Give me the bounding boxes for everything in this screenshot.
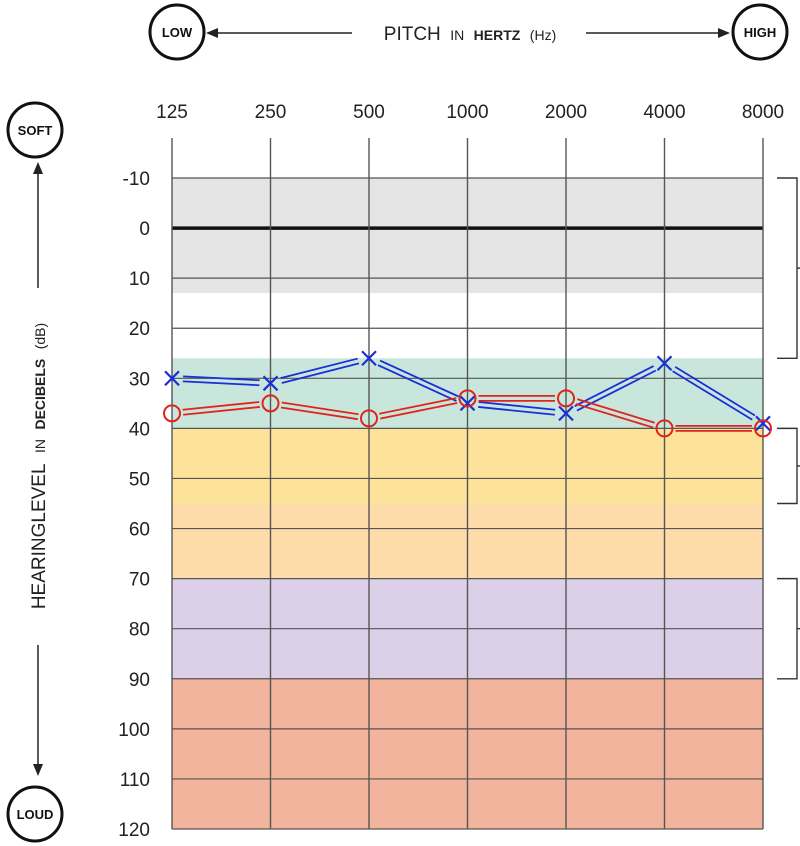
hearing-title-unit: (dB) bbox=[32, 323, 48, 349]
y-tick-label: 100 bbox=[118, 720, 150, 741]
hearing-arrow-bottom-head bbox=[33, 764, 43, 776]
x-marker bbox=[262, 375, 279, 392]
y-tick-label: 60 bbox=[129, 520, 150, 541]
range-bracket-2 bbox=[777, 577, 798, 680]
x-tick-label: 2000 bbox=[545, 102, 587, 123]
x-tick-label: 250 bbox=[255, 102, 287, 123]
o-series-segment bbox=[675, 424, 752, 432]
y-tick-labels: -10 0 10 20 30 40 50 60 70 80 90 100 110 120 bbox=[118, 169, 150, 841]
pitch-title-main: PITCH bbox=[384, 24, 441, 45]
high-pill bbox=[731, 3, 789, 61]
soft-pill bbox=[6, 101, 64, 159]
y-tick-label: 20 bbox=[129, 319, 150, 340]
soft-label: SOFT bbox=[18, 123, 53, 138]
x-marker bbox=[558, 405, 574, 422]
o-marker bbox=[557, 389, 575, 408]
x-marker bbox=[361, 350, 377, 367]
x-series-segment bbox=[672, 366, 756, 421]
hearing-title-bold: DECIBELS bbox=[32, 359, 48, 430]
y-tick-label: 120 bbox=[118, 820, 150, 841]
x-tick-label: 125 bbox=[156, 102, 188, 123]
o-marker bbox=[360, 409, 378, 428]
x-tick-label: 500 bbox=[353, 102, 385, 123]
pitch-arrow-right-head bbox=[718, 28, 730, 38]
o-marker bbox=[655, 419, 674, 438]
x-series-segment bbox=[280, 357, 360, 384]
o-marker bbox=[754, 419, 772, 438]
y-tick-label: 0 bbox=[139, 219, 150, 240]
low-label: LOW bbox=[162, 25, 193, 40]
pitch-title-bold: HERTZ bbox=[474, 27, 521, 43]
high-label: HIGH bbox=[744, 25, 777, 40]
hearing-axis-title: HEARINGLEVEL IN DECIBELS (dB) bbox=[29, 323, 50, 609]
pitch-title-unit: (Hz) bbox=[530, 27, 556, 43]
loud-label: LOUD bbox=[17, 807, 54, 822]
x-tick-label: 8000 bbox=[742, 102, 784, 123]
x-series-segment bbox=[478, 401, 556, 416]
x-tick-label: 4000 bbox=[643, 102, 685, 123]
grid-lines bbox=[171, 138, 764, 830]
range-bracket-1 bbox=[777, 427, 798, 505]
y-tick-label: -10 bbox=[123, 169, 150, 190]
hearing-arrow-top-head bbox=[33, 162, 43, 174]
y-tick-label: 110 bbox=[120, 770, 150, 791]
pitch-axis-title: PITCH IN HERTZ (Hz) bbox=[384, 24, 556, 45]
o-series-segment bbox=[280, 401, 359, 421]
o-marker bbox=[261, 394, 280, 413]
loud-pill bbox=[6, 785, 64, 843]
x-tick-label: 1000 bbox=[446, 102, 488, 123]
y-tick-label: 70 bbox=[129, 570, 150, 591]
o-series-segment bbox=[182, 401, 260, 416]
pitch-arrow-left-head bbox=[206, 28, 218, 38]
x-tick-labels: 125 250 500 1000 2000 4000 8000 bbox=[156, 102, 784, 123]
hearing-axis-header: SOFT LOUD HEARINGLEVEL IN DECIBELS (dB) bbox=[6, 101, 64, 843]
x-series-segment bbox=[182, 375, 260, 387]
x-series-segment bbox=[377, 359, 459, 402]
y-tick-label: 10 bbox=[129, 269, 150, 290]
low-pill bbox=[148, 3, 206, 61]
y-tick-label: 80 bbox=[129, 620, 150, 641]
o-marker bbox=[458, 389, 477, 408]
range-bracket-0 bbox=[777, 177, 798, 359]
x-marker bbox=[656, 355, 673, 372]
o-marker bbox=[163, 404, 181, 423]
x-marker bbox=[164, 370, 180, 387]
side-brackets bbox=[777, 177, 800, 680]
hearing-title-in: IN bbox=[32, 439, 48, 453]
y-tick-label: 30 bbox=[129, 369, 150, 390]
y-tick-label: 50 bbox=[129, 469, 150, 490]
hearing-title-main: HEARINGLEVEL bbox=[29, 463, 50, 609]
pitch-axis-header: LOW HIGH PITCH IN HERTZ (Hz) bbox=[148, 3, 789, 61]
y-tick-label: 40 bbox=[129, 419, 150, 440]
pitch-title-in: IN bbox=[450, 27, 464, 43]
o-series-segment bbox=[379, 397, 458, 420]
y-tick-label: 90 bbox=[129, 670, 150, 691]
o-series-segment bbox=[478, 394, 555, 402]
x-marker bbox=[755, 415, 771, 432]
series-layer bbox=[163, 350, 772, 438]
x-marker bbox=[459, 395, 476, 412]
o-series-segment bbox=[575, 398, 655, 429]
